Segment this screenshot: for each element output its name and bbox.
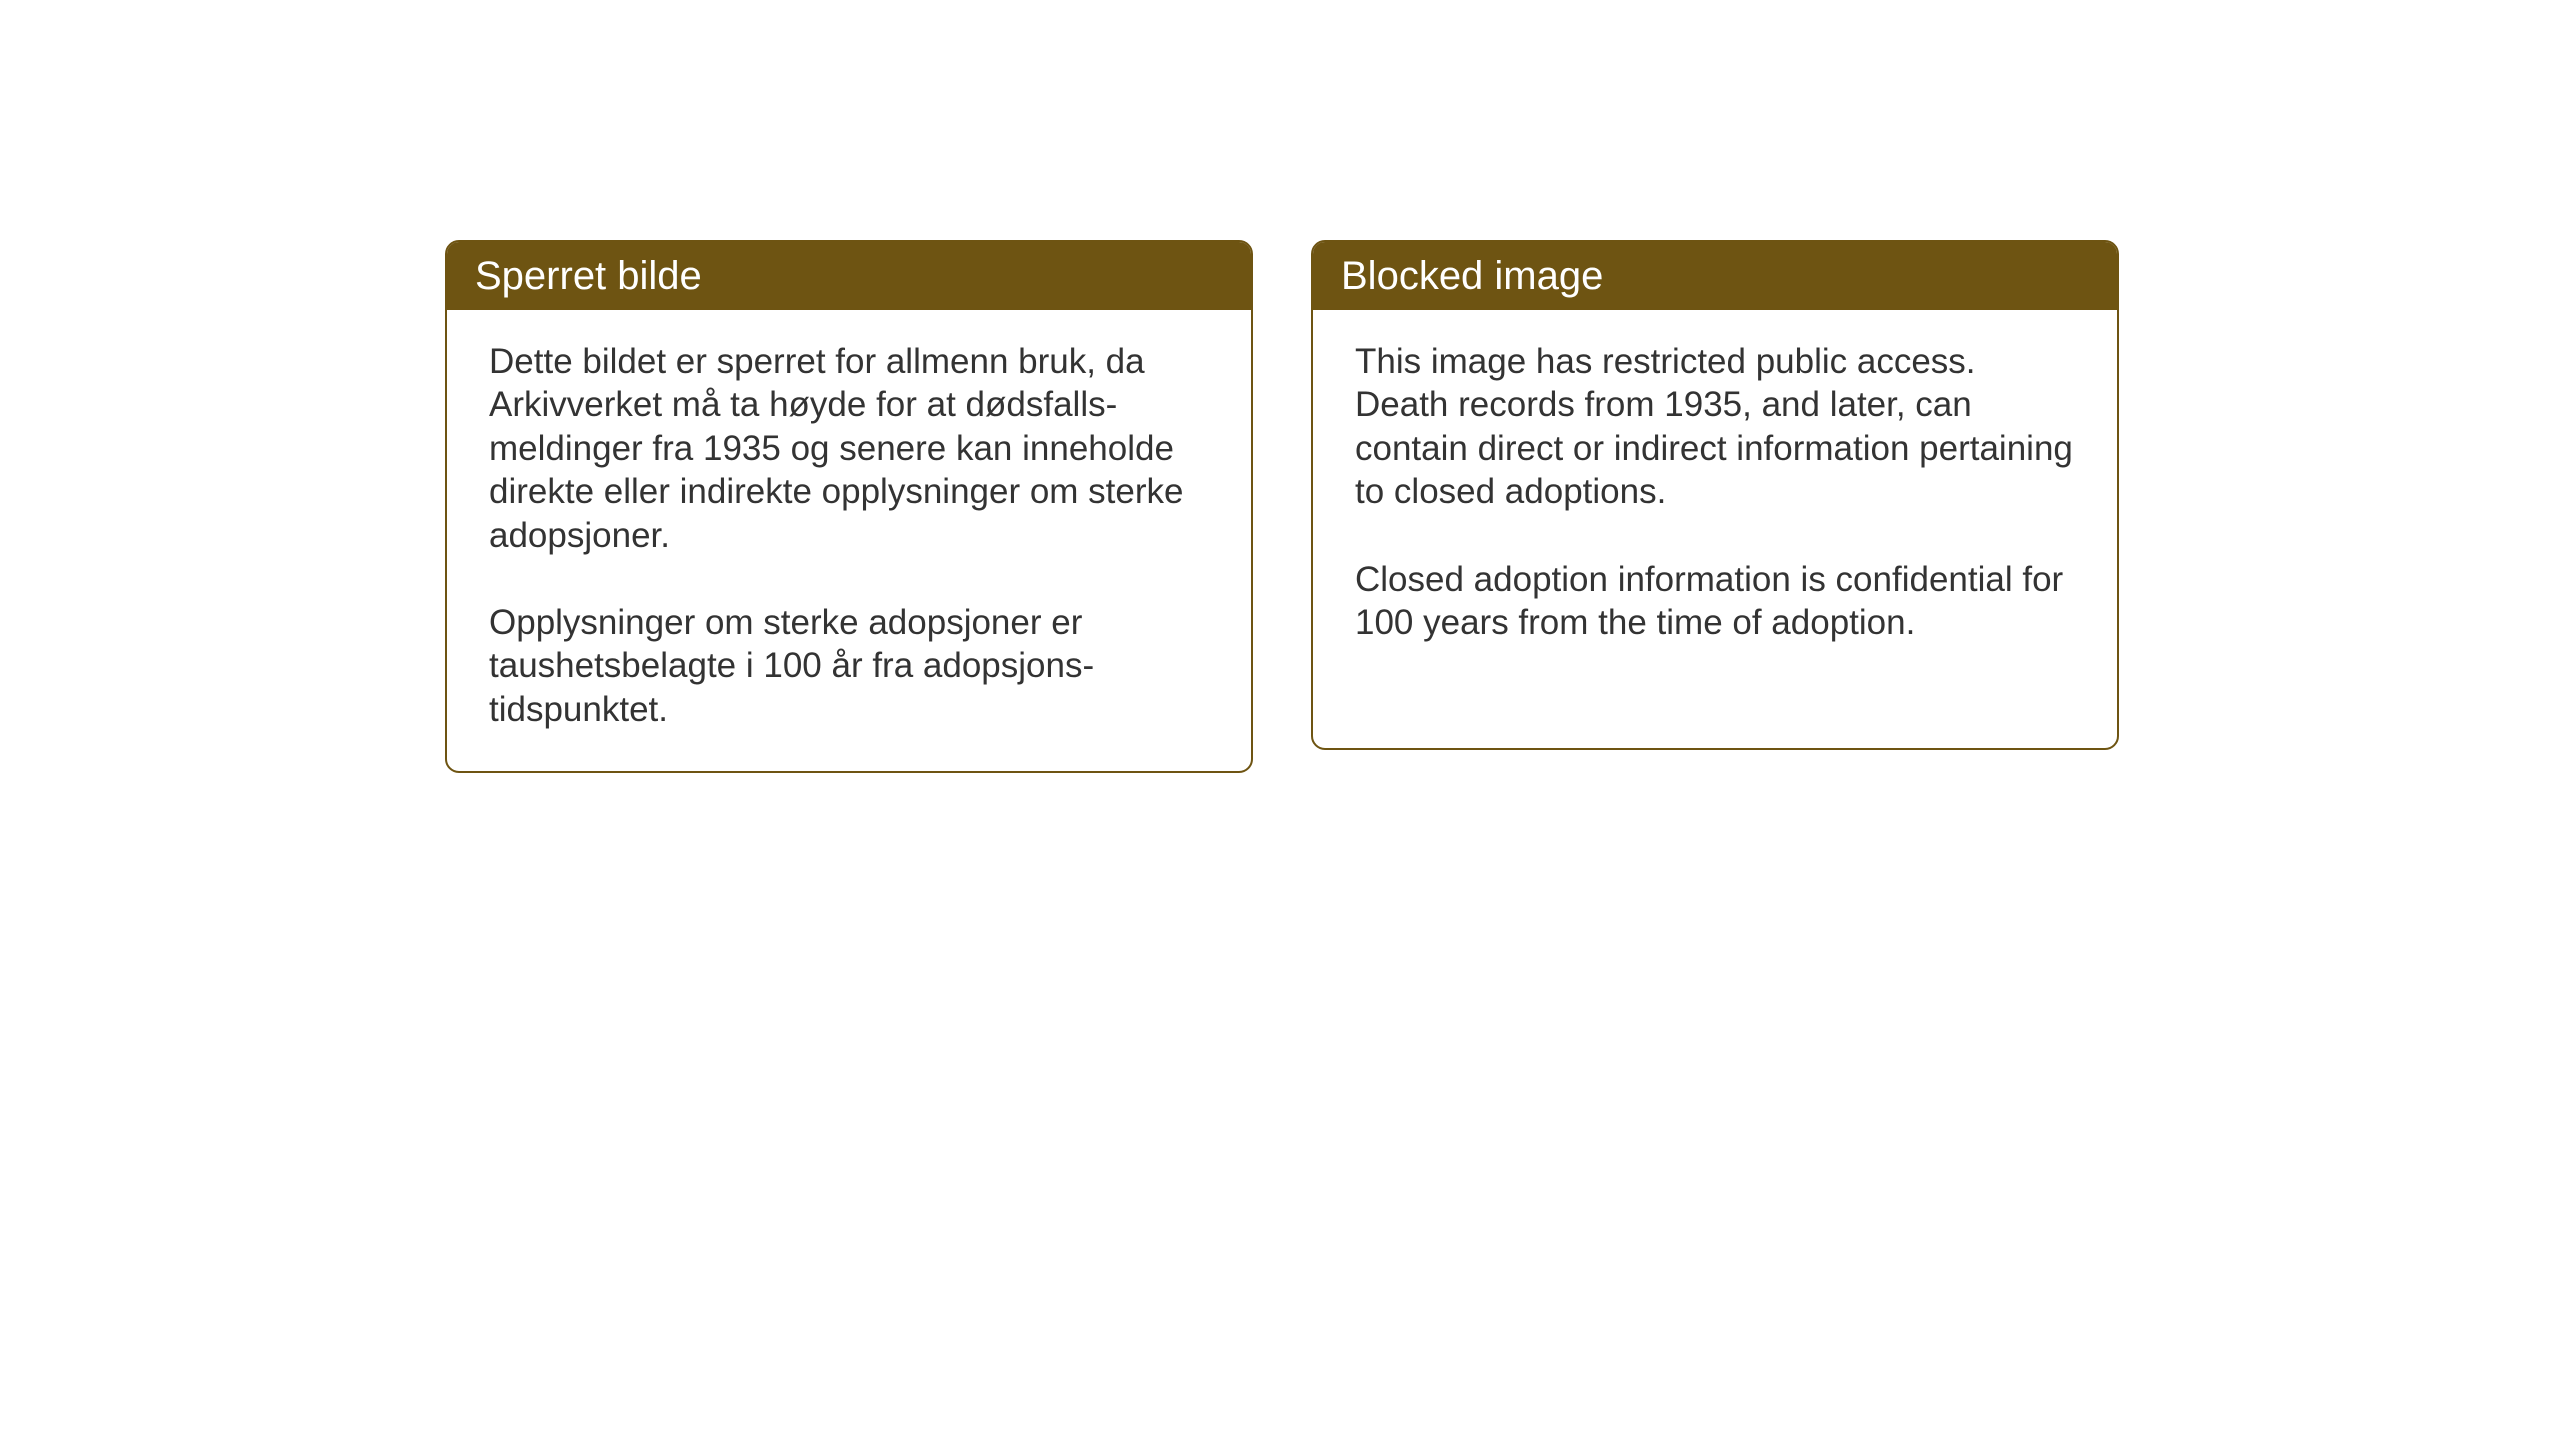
paragraph-norwegian-1: Dette bildet er sperret for allmenn bruk…: [489, 340, 1209, 557]
card-header-norwegian: Sperret bilde: [447, 242, 1251, 310]
notice-card-english: Blocked image This image has restricted …: [1311, 240, 2119, 750]
paragraph-english-1: This image has restricted public access.…: [1355, 340, 2075, 514]
card-header-english: Blocked image: [1313, 242, 2117, 310]
paragraph-english-2: Closed adoption information is confident…: [1355, 558, 2075, 645]
paragraph-norwegian-2: Opplysninger om sterke adopsjoner er tau…: [489, 601, 1209, 731]
notice-card-norwegian: Sperret bilde Dette bildet er sperret fo…: [445, 240, 1253, 773]
notice-container: Sperret bilde Dette bildet er sperret fo…: [445, 240, 2119, 773]
card-body-norwegian: Dette bildet er sperret for allmenn bruk…: [447, 310, 1251, 771]
card-body-english: This image has restricted public access.…: [1313, 310, 2117, 684]
